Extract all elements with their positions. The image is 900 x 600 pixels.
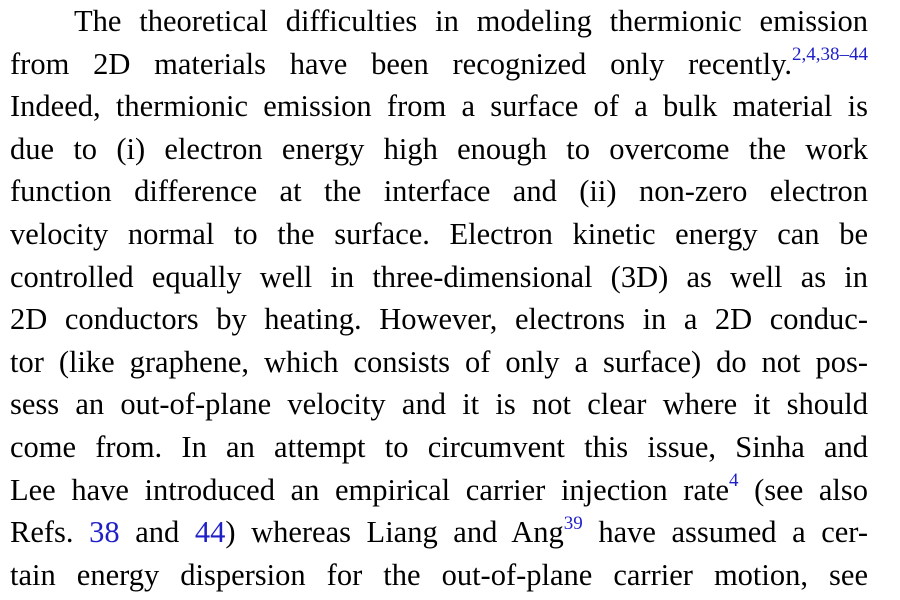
reference-link[interactable]: 38 — [89, 515, 120, 550]
paragraph-line: controlled equally well in three-dimensi… — [10, 256, 868, 299]
line-text: from 2D materials have been recognized o… — [10, 46, 792, 81]
line-text: due to (i) electron energy high enough t… — [10, 131, 868, 166]
line-text: and — [119, 515, 195, 550]
paragraph-line: tor (like graphene, which consists of on… — [10, 341, 868, 384]
line-text: have assumed a cer- — [582, 515, 868, 550]
line-text: tor (like graphene, which consists of on… — [10, 344, 868, 379]
citation-superscript[interactable]: 39 — [563, 512, 583, 534]
paragraph-line: Lee have introduced an empirical carrier… — [10, 469, 868, 512]
paragraph-line: 2D conductors by heating. However, elect… — [10, 298, 868, 341]
paragraph-line: velocity normal to the surface. Electron… — [10, 213, 868, 256]
paragraph-line: The theoretical difficulties in modeling… — [10, 0, 868, 43]
paragraph-line: come from. In an attempt to circumvent t… — [10, 426, 868, 469]
paragraph-line: from 2D materials have been recognized o… — [10, 43, 868, 86]
line-text: velocity normal to the surface. Electron… — [10, 216, 868, 251]
paragraph-line: tain energy dispersion for the out-of-pl… — [10, 554, 868, 597]
paper-paragraph: The theoretical difficulties in modeling… — [10, 0, 868, 596]
line-text: sess an out-of-plane velocity and it is … — [10, 387, 868, 422]
paragraph-line: Indeed, thermionic emission from a surfa… — [10, 85, 868, 128]
line-text: (see also — [738, 472, 868, 507]
line-text: 2D conductors by heating. However, elect… — [10, 302, 868, 337]
reference-link[interactable]: 44 — [194, 515, 226, 550]
paragraph-line: function difference at the interface and… — [10, 170, 868, 213]
line-text: come from. In an attempt to circumvent t… — [10, 429, 868, 464]
line-text: Refs. — [10, 515, 90, 550]
citation-superscript[interactable]: 4 — [729, 470, 739, 492]
line-text: controlled equally well in three-dimensi… — [10, 259, 868, 294]
paragraph-line: sess an out-of-plane velocity and it is … — [10, 383, 868, 426]
line-text: tain energy dispersion for the out-of-pl… — [10, 557, 868, 592]
citation-superscript[interactable]: 2,4,38–44 — [792, 44, 868, 66]
line-text: The theoretical difficulties in modeling… — [74, 4, 868, 38]
paragraph-line: Refs. 38 and 44) whereas Liang and Ang39… — [10, 511, 868, 554]
line-text: Lee have introduced an empirical carrier… — [10, 472, 730, 507]
line-text: Indeed, thermionic emission from a surfa… — [10, 89, 868, 124]
line-text: function difference at the interface and… — [10, 174, 868, 209]
paragraph-line: due to (i) electron energy high enough t… — [10, 128, 868, 171]
line-text: ) whereas Liang and Ang — [225, 515, 564, 550]
